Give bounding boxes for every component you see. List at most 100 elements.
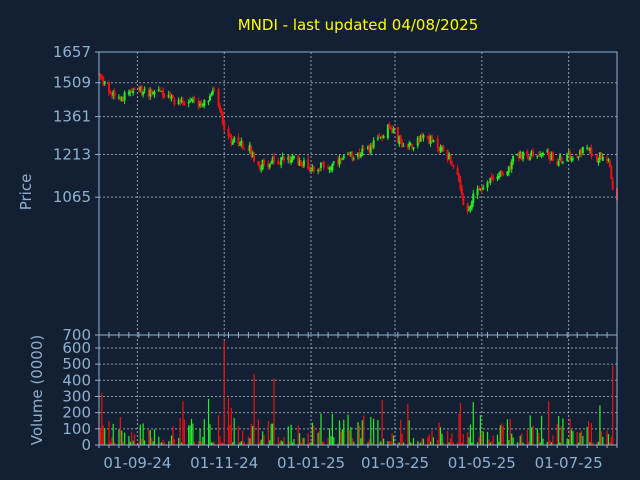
candle-body bbox=[197, 100, 200, 107]
candle-body bbox=[476, 188, 479, 196]
candle-body bbox=[328, 167, 331, 170]
candle-body bbox=[308, 167, 311, 171]
price-tick-label: 1509 bbox=[53, 74, 91, 92]
candle-body bbox=[529, 157, 532, 160]
candle-body bbox=[347, 153, 350, 155]
candle-body bbox=[459, 179, 462, 189]
volume-tick-label: 0 bbox=[81, 436, 91, 454]
candle-body bbox=[210, 94, 213, 96]
candle-body bbox=[590, 147, 593, 157]
candle-body bbox=[510, 161, 513, 170]
candle-body bbox=[169, 92, 172, 98]
x-tick-label: 01-01-25 bbox=[277, 454, 345, 472]
candle-body bbox=[102, 77, 105, 86]
candle-body bbox=[223, 122, 226, 130]
candle-body bbox=[399, 135, 402, 142]
candle-body bbox=[607, 159, 610, 161]
candle-body bbox=[566, 153, 569, 161]
x-tick-label: 01-11-24 bbox=[190, 454, 258, 472]
candle-body bbox=[587, 148, 590, 151]
candle-body bbox=[99, 73, 102, 77]
candle-body bbox=[127, 91, 130, 95]
candle-body bbox=[113, 91, 116, 97]
candle-body bbox=[532, 151, 535, 156]
candle-body bbox=[311, 167, 314, 170]
candle-body bbox=[227, 128, 230, 137]
candle-body bbox=[332, 161, 335, 163]
candle-body bbox=[163, 96, 166, 98]
candle-body bbox=[321, 163, 324, 165]
candle-body bbox=[190, 100, 193, 102]
candle-body bbox=[359, 153, 362, 157]
candle-body bbox=[550, 153, 553, 160]
candle-body bbox=[283, 157, 285, 161]
candle-body bbox=[329, 168, 332, 170]
candle-body bbox=[519, 152, 522, 159]
candle-body bbox=[251, 152, 254, 157]
candle-body bbox=[596, 154, 599, 161]
candle-body bbox=[273, 156, 276, 162]
candle-body bbox=[183, 102, 186, 106]
candle-body bbox=[489, 177, 492, 183]
candle-body bbox=[120, 97, 123, 102]
candle-body bbox=[280, 157, 283, 166]
candle-body bbox=[201, 104, 204, 107]
candle-body bbox=[117, 96, 120, 99]
candle-body bbox=[490, 176, 493, 179]
candle-body bbox=[372, 140, 375, 148]
candle-body bbox=[240, 140, 243, 146]
candle-body bbox=[243, 148, 246, 150]
candle-body bbox=[317, 169, 320, 171]
price-tick-label: 1361 bbox=[53, 108, 91, 126]
candle-body bbox=[248, 144, 251, 152]
candle-body bbox=[398, 136, 401, 145]
candle-body bbox=[307, 159, 310, 169]
tick-labels: 700 1065 1213 1361 1509 1657 01002003004005006… bbox=[53, 43, 603, 472]
candle-body bbox=[231, 142, 234, 145]
candle-body bbox=[312, 166, 315, 171]
candle-body bbox=[362, 148, 365, 150]
candle-body bbox=[429, 136, 432, 144]
candle-body bbox=[253, 153, 256, 162]
candle-body bbox=[122, 97, 125, 101]
candle-body bbox=[260, 168, 263, 170]
candle-body bbox=[327, 166, 330, 169]
candle-body bbox=[436, 138, 439, 149]
candle-body bbox=[389, 127, 392, 129]
candle-body bbox=[509, 164, 512, 168]
candle-body bbox=[431, 136, 433, 142]
candle-body bbox=[579, 150, 581, 156]
candle-body bbox=[157, 89, 160, 91]
candle-body bbox=[213, 89, 216, 91]
candle-body bbox=[422, 135, 425, 138]
candle-body bbox=[271, 157, 274, 163]
candle-body bbox=[291, 156, 294, 161]
candle-body bbox=[376, 137, 379, 139]
candle-body bbox=[549, 155, 552, 161]
candle-body bbox=[597, 160, 600, 163]
candle-body bbox=[209, 95, 211, 101]
candle-body bbox=[408, 143, 411, 147]
candle-body bbox=[421, 133, 424, 140]
candle-body bbox=[217, 89, 220, 106]
candle-body bbox=[297, 156, 300, 164]
candle-body bbox=[221, 113, 224, 125]
candle-body bbox=[610, 167, 613, 179]
candle-body bbox=[547, 151, 550, 156]
candle-body bbox=[500, 171, 503, 175]
candle-body bbox=[542, 152, 544, 156]
candle-body bbox=[442, 145, 445, 151]
volume-tick-label: 300 bbox=[62, 387, 91, 405]
candle-body bbox=[477, 188, 480, 190]
candle-body bbox=[606, 158, 609, 161]
candle-body bbox=[301, 164, 304, 166]
candle-body bbox=[419, 135, 422, 142]
candle-body bbox=[401, 141, 404, 148]
candle-body bbox=[352, 158, 355, 160]
candle-body bbox=[159, 90, 162, 92]
candle-body bbox=[497, 175, 500, 179]
candle-body bbox=[460, 188, 463, 195]
candle-body bbox=[348, 154, 351, 156]
candle-body bbox=[310, 170, 313, 172]
